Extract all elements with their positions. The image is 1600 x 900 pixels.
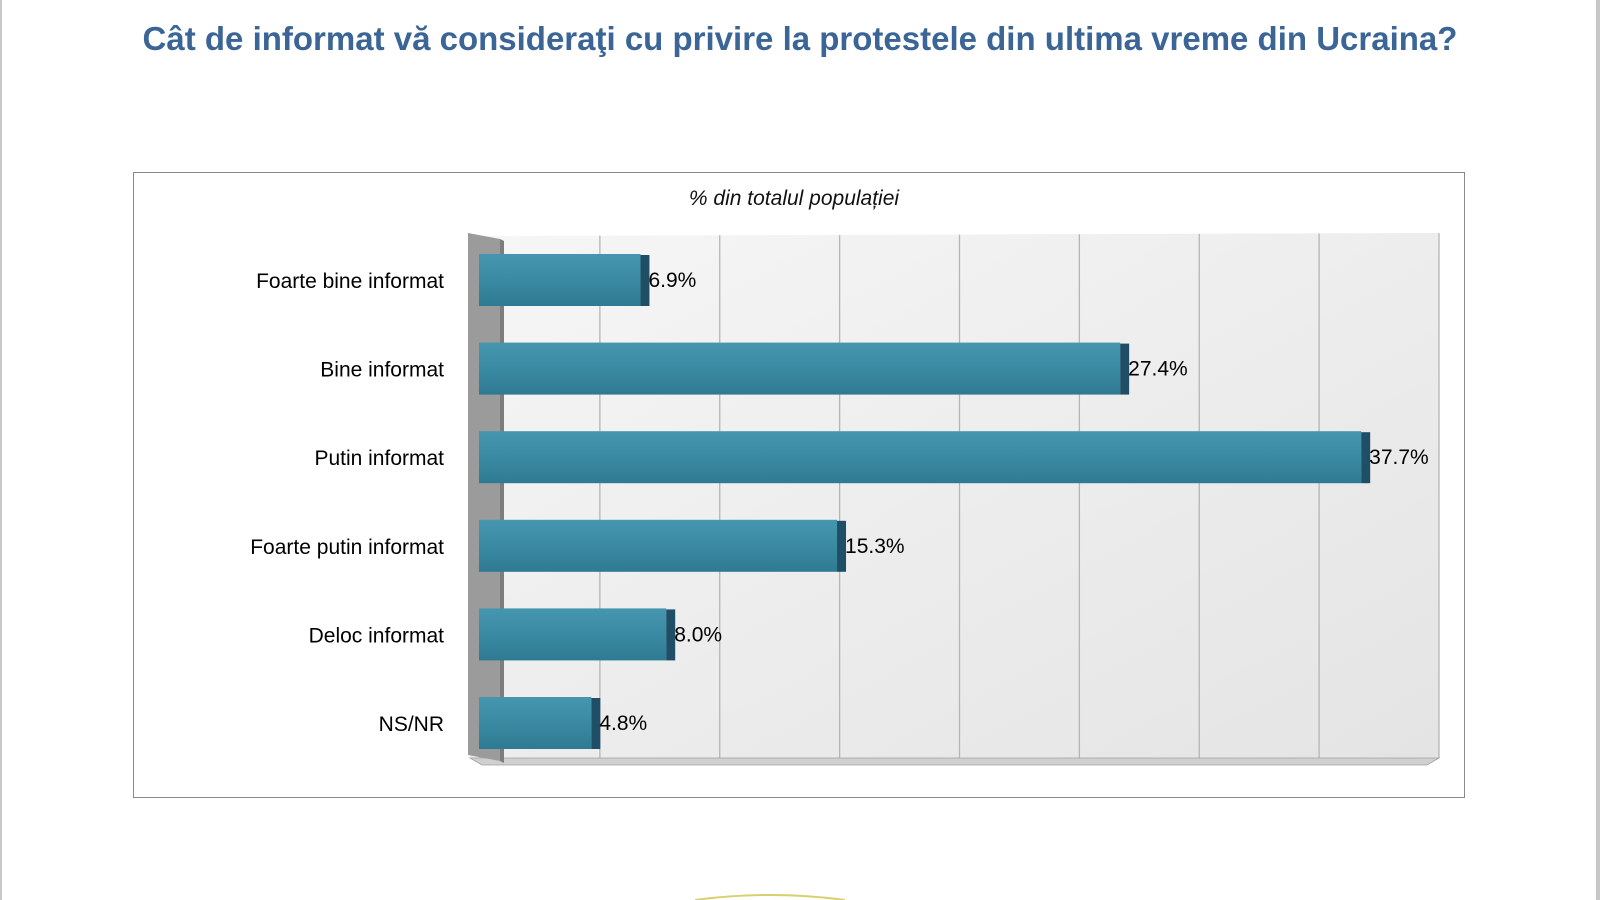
slide-border-left bbox=[0, 0, 2, 900]
page-title: Cât de informat vă consideraţi cu privir… bbox=[142, 20, 1458, 57]
data-label: 8.0% bbox=[674, 623, 722, 646]
bar bbox=[479, 608, 667, 661]
category-label: Bine informat bbox=[320, 359, 444, 382]
bar-chart: % din totalul populației Foarte bine info… bbox=[250, 187, 1441, 766]
logo-fragment bbox=[695, 894, 845, 900]
bar-end-face bbox=[591, 698, 601, 749]
bar bbox=[479, 342, 1121, 395]
chart-side-wall-edge bbox=[500, 239, 504, 763]
data-label: 37.7% bbox=[1369, 446, 1429, 469]
category-label: Foarte putin informat bbox=[250, 536, 444, 559]
chart-back-wall bbox=[470, 233, 1439, 758]
bar bbox=[479, 254, 641, 306]
data-label: 15.3% bbox=[845, 535, 905, 558]
data-label: 27.4% bbox=[1128, 358, 1188, 381]
chart-floor bbox=[468, 757, 1441, 766]
category-label: Deloc informat bbox=[309, 624, 445, 647]
chart-subtitle: % din totalul populației bbox=[689, 187, 900, 210]
bar bbox=[479, 697, 592, 749]
chart-frame: % din totalul populației Foarte bine info… bbox=[133, 172, 1465, 798]
bar-end-face bbox=[1361, 432, 1371, 484]
category-label: Putin informat bbox=[314, 447, 444, 470]
chart-side-wall bbox=[468, 233, 500, 761]
bar-end-face bbox=[640, 255, 650, 306]
bar-end-face bbox=[837, 520, 847, 572]
bar-end-face bbox=[1120, 343, 1130, 395]
slide-border-right bbox=[1596, 0, 1600, 900]
category-label: NS/NR bbox=[379, 713, 444, 736]
bar bbox=[479, 519, 838, 572]
data-label: 6.9% bbox=[648, 269, 696, 292]
bar bbox=[479, 431, 1362, 484]
bar-end-face bbox=[666, 609, 676, 661]
category-label: Foarte bine informat bbox=[256, 270, 444, 293]
data-label: 4.8% bbox=[599, 712, 647, 735]
